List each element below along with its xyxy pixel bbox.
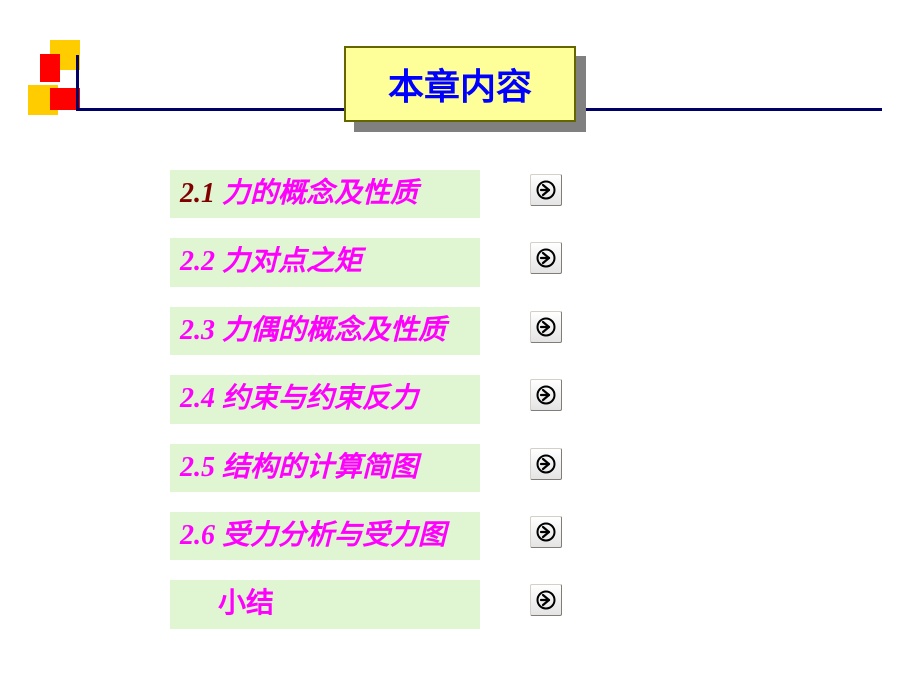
toc-summary-item[interactable]: 小结	[170, 580, 480, 628]
arrow-right-icon[interactable]	[530, 584, 562, 616]
toc-item-label: 约束与约束反力	[222, 383, 418, 414]
toc-list: 2.1 力的概念及性质 2.2 力对点之矩 2.3 力偶的概念及性质 2.4 约束与约…	[170, 170, 562, 649]
arrow-right-icon[interactable]	[530, 448, 562, 480]
toc-row: 2.5 结构的计算简图	[170, 444, 562, 492]
arrow-right-icon[interactable]	[530, 379, 562, 411]
toc-row-summary: 小结	[170, 580, 562, 628]
toc-row: 2.2 力对点之矩	[170, 238, 562, 286]
toc-summary-label: 小结	[218, 588, 274, 619]
toc-item-number: 2.5	[180, 452, 215, 483]
arrow-right-icon[interactable]	[530, 242, 562, 274]
toc-item[interactable]: 2.3 力偶的概念及性质	[170, 307, 480, 355]
toc-item-number: 2.2	[180, 246, 215, 277]
toc-item-label: 结构的计算简图	[222, 452, 418, 483]
toc-row: 2.4 约束与约束反力	[170, 375, 562, 423]
toc-item-number: 2.3	[180, 315, 215, 346]
chapter-title-box: 本章内容	[344, 46, 576, 122]
toc-item[interactable]: 2.6 受力分析与受力图	[170, 512, 480, 560]
toc-item-label: 受力分析与受力图	[222, 520, 446, 551]
toc-item[interactable]: 2.4 约束与约束反力	[170, 375, 480, 423]
toc-item-number: 2.1	[180, 178, 215, 209]
toc-item[interactable]: 2.5 结构的计算简图	[170, 444, 480, 492]
corner-decoration	[28, 40, 148, 160]
arrow-right-icon[interactable]	[530, 174, 562, 206]
toc-item-label: 力的概念及性质	[222, 178, 418, 209]
arrow-right-icon[interactable]	[530, 516, 562, 548]
vertical-rule	[76, 55, 79, 111]
toc-item-label: 力对点之矩	[222, 246, 362, 277]
toc-item-label: 力偶的概念及性质	[222, 315, 446, 346]
toc-row: 2.1 力的概念及性质	[170, 170, 562, 218]
arrow-right-icon[interactable]	[530, 311, 562, 343]
chapter-title-text: 本章内容	[388, 67, 532, 107]
toc-item-number: 2.6	[180, 520, 215, 551]
toc-row: 2.6 受力分析与受力图	[170, 512, 562, 560]
toc-item-number: 2.4	[180, 383, 215, 414]
toc-item[interactable]: 2.1 力的概念及性质	[170, 170, 480, 218]
toc-item[interactable]: 2.2 力对点之矩	[170, 238, 480, 286]
toc-row: 2.3 力偶的概念及性质	[170, 307, 562, 355]
